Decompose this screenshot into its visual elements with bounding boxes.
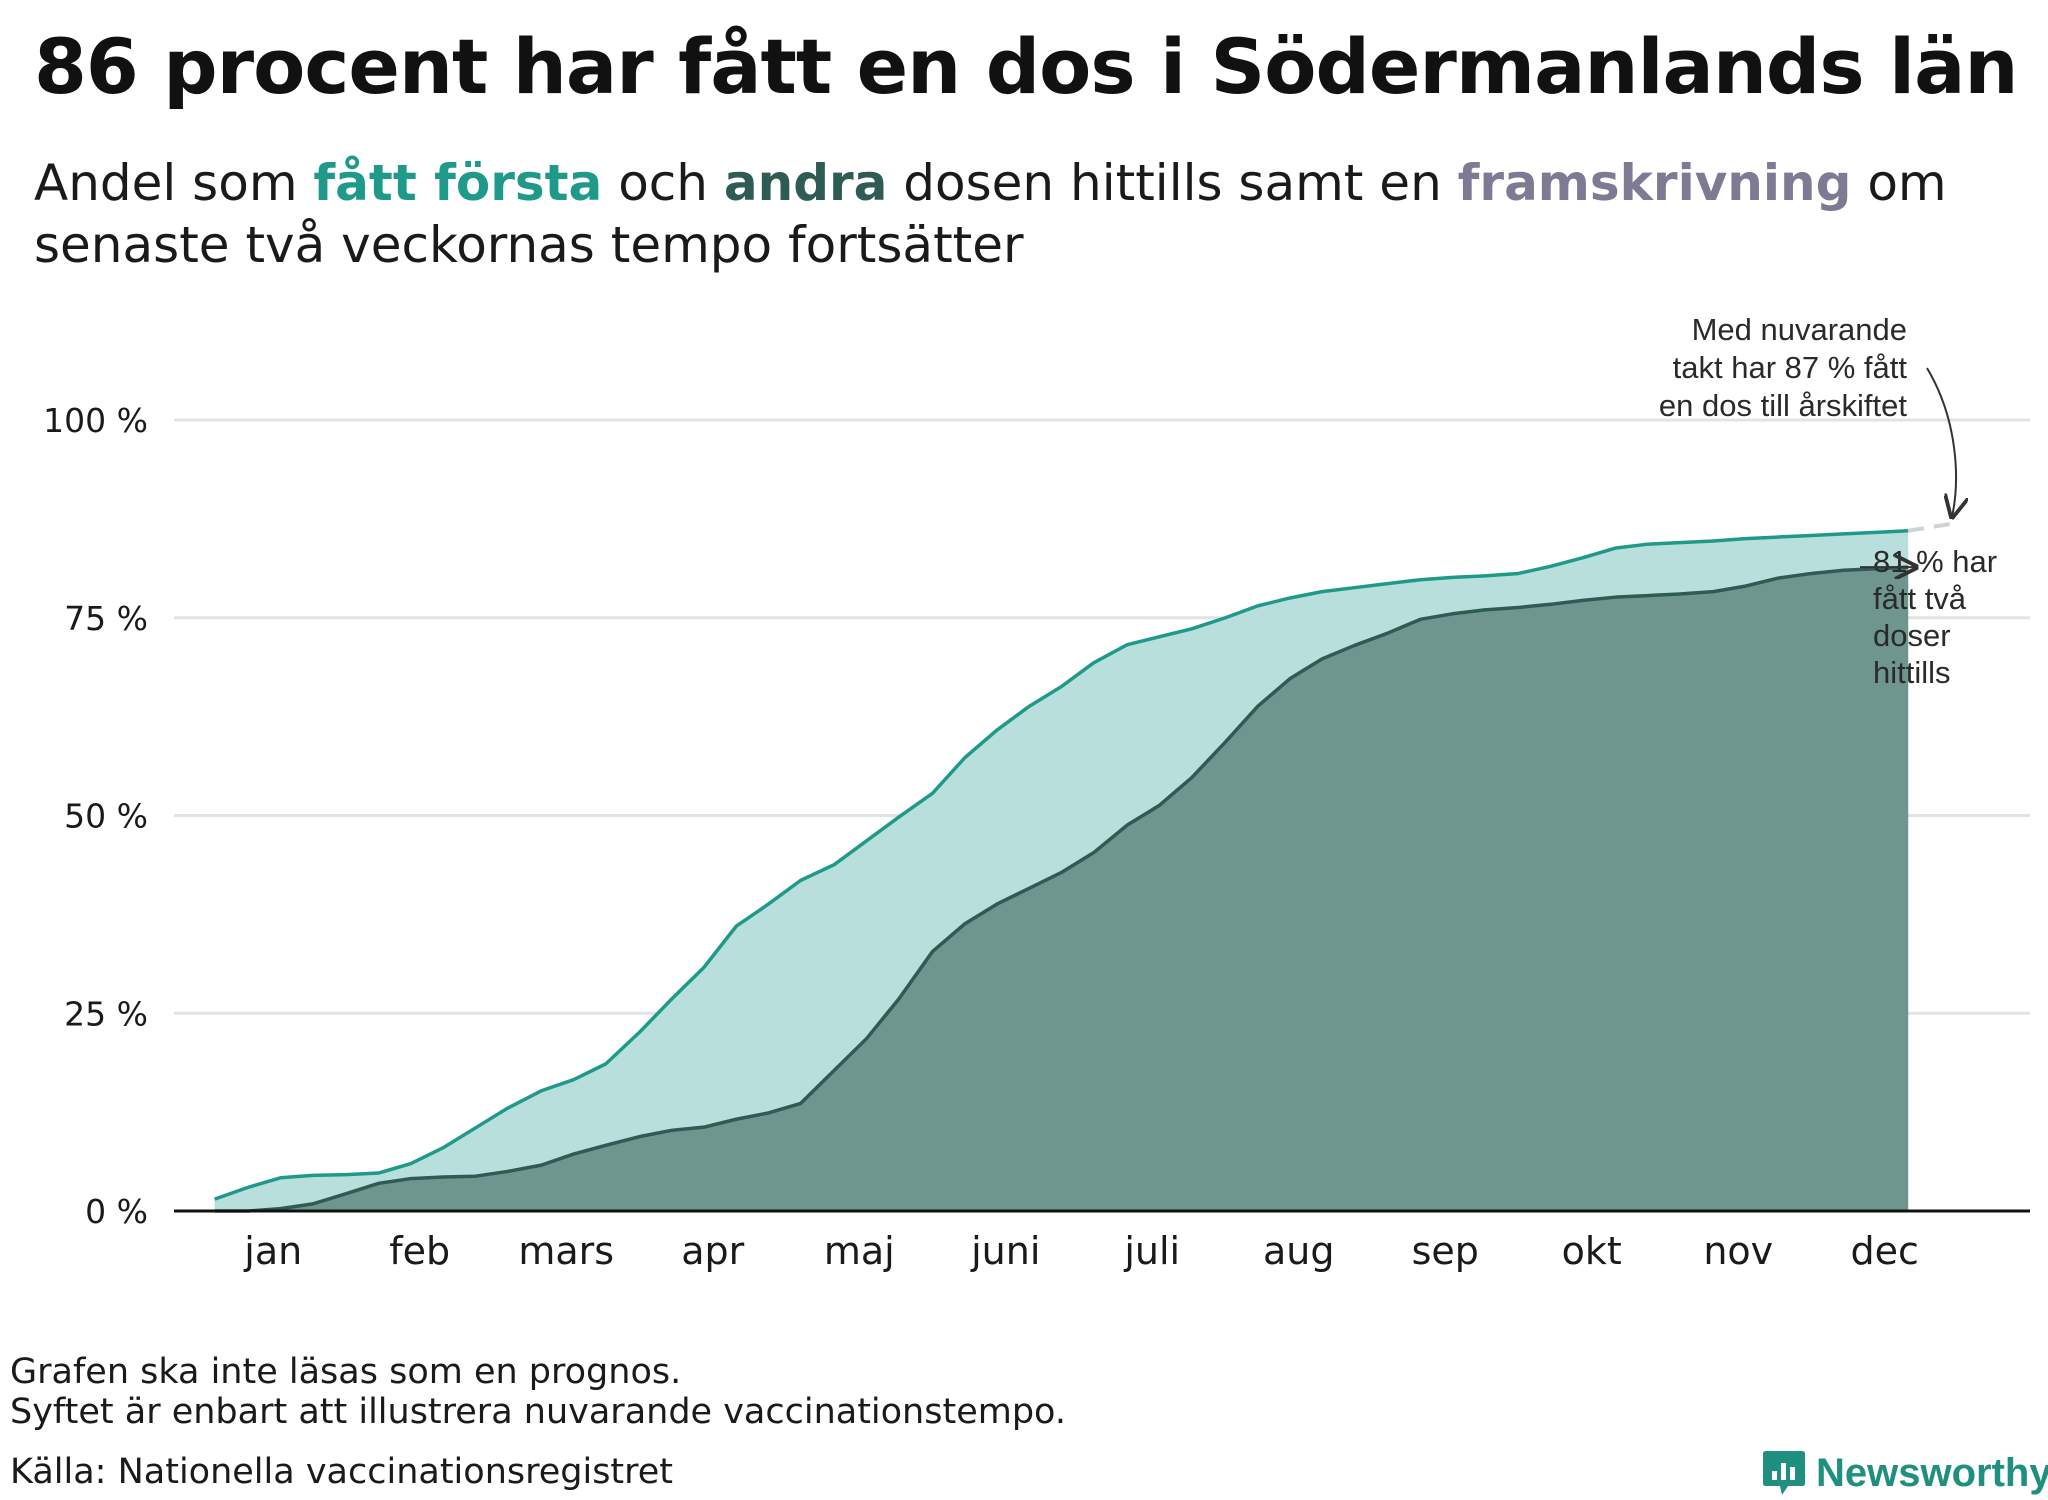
subtitle-text-1: Andel som bbox=[34, 154, 314, 212]
y-tick-label-50: 50 % bbox=[64, 797, 148, 836]
subtitle-first-dose: fått första bbox=[313, 154, 603, 212]
y-axis-tick-labels: 0 % 25 % 50 % 75 % 100 % bbox=[43, 401, 148, 1231]
annotation-second-dose-line: hittills bbox=[1873, 655, 1951, 690]
x-tick-label-juli: juli bbox=[1123, 1229, 1180, 1273]
subtitle-second-dose: andra bbox=[723, 154, 888, 212]
annotation-second-dose: 81 % har fått två doser hittills bbox=[1873, 544, 1997, 690]
x-tick-label-mars: mars bbox=[518, 1229, 614, 1273]
vaccination-area-chart: 0 % 25 % 50 % 75 % 100 % jan feb mars apr maj jun… bbox=[43, 312, 2030, 1273]
y-tick-label-25: 25 % bbox=[64, 994, 148, 1033]
subtitle-text-4: om senaste två veckornas tempo fortsätte… bbox=[34, 154, 1947, 274]
line-first-dose bbox=[214, 528, 1909, 1201]
newsworthy-logo: Newsworthy bbox=[1762, 1446, 2048, 1500]
y-tick-label-0: 0 % bbox=[85, 1192, 148, 1231]
x-tick-label-sep: sep bbox=[1412, 1229, 1479, 1273]
y-tick-label-100: 100 % bbox=[43, 401, 148, 440]
y-tick-label-75: 75 % bbox=[64, 599, 148, 638]
annotation-projection: Med nuvarande takt har 87 % fått en dos ti… bbox=[1659, 312, 1907, 423]
line-projection bbox=[1907, 520, 1959, 533]
footnote-purpose: Syftet är enbart att illustrera nuvarand… bbox=[10, 1392, 1066, 1432]
x-tick-label-jan: jan bbox=[243, 1229, 302, 1273]
chart-title: 86 procent har fått en dos i Södermanlan… bbox=[34, 22, 2018, 111]
x-tick-label-maj: maj bbox=[824, 1229, 895, 1273]
subtitle-text-2: och bbox=[602, 154, 724, 212]
subtitle-text-3: dosen hittills samt en bbox=[887, 154, 1458, 212]
annotation-second-dose-line: fått två bbox=[1873, 581, 1967, 616]
x-tick-label-aug: aug bbox=[1263, 1229, 1335, 1273]
x-tick-label-dec: dec bbox=[1851, 1229, 1919, 1273]
annotations: Med nuvarande takt har 87 % fått en dos ti… bbox=[1659, 312, 1997, 690]
x-tick-label-okt: okt bbox=[1562, 1229, 1622, 1273]
chart-subtitle: Andel som fått första och andra dosen hi… bbox=[34, 152, 1994, 276]
area-second-dose bbox=[214, 567, 1909, 1211]
annotation-projection-arrow bbox=[1926, 367, 1956, 517]
series-lines bbox=[214, 520, 1959, 1213]
x-tick-label-feb: feb bbox=[389, 1229, 450, 1273]
footnote-source: Källa: Nationella vaccinationsregistret bbox=[10, 1452, 674, 1492]
annotation-second-dose-line: doser bbox=[1873, 618, 1951, 653]
x-tick-label-apr: apr bbox=[681, 1229, 744, 1273]
logo-text: Newsworthy bbox=[1816, 1450, 2048, 1495]
line-second-dose bbox=[214, 565, 1909, 1213]
annotation-projection-line: en dos till årskiftet bbox=[1659, 388, 1907, 423]
x-tick-label-juni: juni bbox=[970, 1229, 1040, 1273]
x-axis-tick-labels: jan feb mars apr maj juni juli aug sep okt nov dec bbox=[243, 1229, 1919, 1273]
annotation-second-dose-line: 81 % har bbox=[1873, 544, 1997, 579]
subtitle-projection: framskrivning bbox=[1457, 154, 1852, 212]
x-tick-label-nov: nov bbox=[1703, 1229, 1773, 1273]
annotation-projection-line: takt har 87 % fått bbox=[1673, 350, 1908, 385]
footnote-disclaimer: Grafen ska inte läsas som en prognos. bbox=[10, 1352, 682, 1392]
newsworthy-logo-icon bbox=[1763, 1451, 1805, 1495]
annotation-projection-line: Med nuvarande bbox=[1692, 312, 1907, 347]
